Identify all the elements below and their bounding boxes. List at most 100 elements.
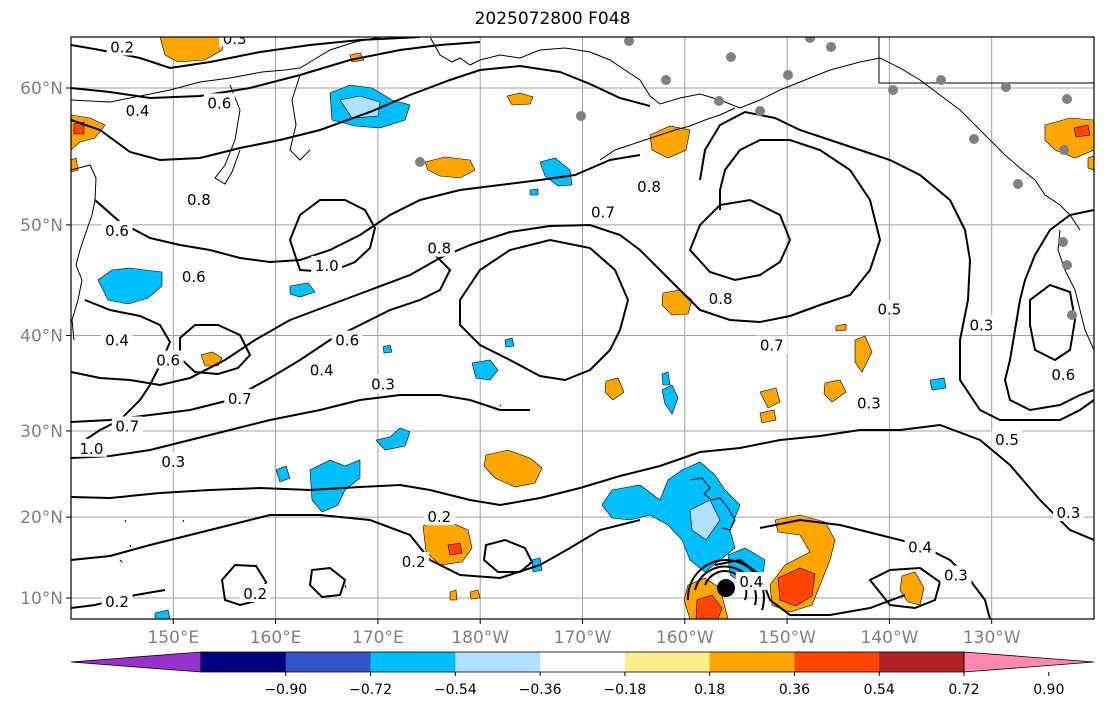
lon-label: 130°W — [963, 628, 1021, 648]
blue-patch — [539, 157, 573, 187]
colorbar-segment — [709, 652, 795, 672]
orange-patch — [422, 519, 473, 566]
blue-patch — [929, 377, 947, 391]
station-dot — [1001, 82, 1011, 92]
contour-label: 0.2 — [105, 593, 129, 611]
contour-label-bg — [224, 388, 256, 407]
lat-label: 40°N — [20, 327, 63, 347]
orange-patch — [424, 156, 476, 179]
contour-line — [71, 249, 452, 423]
contour-label-bg — [587, 202, 619, 221]
colorbar-extend-low — [70, 651, 202, 673]
red-patch — [447, 542, 463, 556]
colorbar-tick-label: −0.54 — [434, 682, 477, 698]
contour-label-bg — [331, 330, 363, 349]
blue-patch — [382, 344, 393, 354]
contour-line — [71, 514, 641, 580]
lon-label: 150°E — [147, 628, 199, 648]
colorbar-tick-label: 0.72 — [948, 682, 979, 698]
contour-line — [704, 570, 748, 601]
contour-label-bg — [756, 335, 788, 354]
lon-label: 160°W — [656, 628, 714, 648]
contour-label-bg — [367, 374, 399, 393]
station-dot — [1062, 260, 1072, 270]
contour-label-bg — [203, 93, 235, 112]
contour-line — [71, 41, 481, 100]
colorbar-segment — [285, 652, 372, 672]
contour-label: 0.6 — [156, 352, 180, 370]
lon-label: 170°W — [554, 628, 612, 648]
contour-label-bg — [111, 416, 143, 435]
orange-patch — [649, 125, 691, 159]
contour-label: 0.4 — [126, 102, 150, 120]
colorbar-segment — [370, 652, 456, 672]
contour-label-bg — [75, 438, 107, 457]
station-dot — [714, 96, 724, 106]
blue-patch — [471, 359, 499, 381]
red-patch — [695, 594, 723, 619]
border-canada — [878, 37, 1094, 84]
contour-label: 0.4 — [739, 573, 763, 591]
contour-label-bg — [965, 315, 997, 334]
contour-label-bg — [735, 572, 767, 591]
contour-line — [179, 324, 252, 376]
contour-label: 1.0 — [315, 257, 339, 275]
orange-patch — [483, 449, 543, 488]
contour-label-bg — [1047, 365, 1079, 384]
contour-label-bg — [106, 37, 138, 56]
contours — [71, 37, 1094, 619]
contour-label: 0.2 — [110, 38, 134, 56]
blue-patch — [289, 282, 316, 298]
contour-label-bg — [306, 360, 338, 379]
contour-line — [714, 558, 906, 616]
coastline-chukotka — [214, 84, 241, 185]
contour-label-bg — [101, 220, 133, 239]
colorbar-segment — [455, 652, 541, 672]
contour-label: 0.6 — [207, 94, 231, 112]
colorbar-tick-label: −0.18 — [603, 682, 646, 698]
contour-label: 0.3 — [857, 395, 881, 413]
contour-label: 0.2 — [243, 585, 267, 603]
contour-label-bg — [332, 11, 363, 29]
contour-label: 0.7 — [591, 204, 615, 222]
lightblue-patch — [689, 499, 721, 541]
lat-label: 10°N — [20, 589, 63, 609]
coastline-alaska — [429, 37, 1081, 231]
blue-patch — [504, 337, 515, 348]
station-dot — [969, 134, 979, 144]
lon-label: 170°E — [352, 628, 404, 648]
contour-label-bg — [991, 429, 1023, 448]
map-axes: 60°N 50°N 40°N 30°N 20°N 10°N 150°E 160°E 170°E 1… — [20, 79, 1021, 648]
contour-label-bg — [423, 238, 455, 257]
contour-label: 0.7 — [115, 417, 139, 435]
red-patch — [777, 567, 816, 607]
contour-label: 0.6 — [182, 268, 206, 286]
contour-line — [459, 238, 630, 382]
colorbar-tick-label: −0.72 — [349, 682, 392, 698]
coastline-kamchatka — [71, 164, 97, 341]
contour-label: 0.2 — [427, 508, 451, 526]
station-dot — [805, 37, 815, 43]
station-dot — [624, 37, 634, 46]
coastline-hawaii — [689, 477, 736, 531]
colorbar-tick-label: 0.18 — [694, 682, 725, 698]
station-dot — [1021, 27, 1031, 37]
contour-line — [288, 199, 377, 274]
orange-patch — [159, 37, 226, 63]
contour-line — [94, 154, 641, 264]
contour-line — [686, 559, 765, 611]
contour-label-bg — [705, 288, 737, 307]
lat-label: 30°N — [20, 422, 63, 442]
blue-patch — [97, 267, 163, 305]
contour-label-bg — [1052, 503, 1084, 522]
map-title: 2025072800 F048 — [474, 9, 631, 29]
contour-label: 0.8 — [427, 240, 451, 258]
coastline-westus — [1057, 229, 1094, 351]
contour-label: 0.8 — [637, 178, 661, 196]
station-dot — [1013, 179, 1023, 189]
blue-patch — [275, 465, 291, 483]
contour-label-bg — [219, 37, 251, 47]
contour-label-bg — [178, 267, 210, 286]
orange-patch — [899, 571, 925, 606]
blue-patch — [154, 609, 171, 619]
